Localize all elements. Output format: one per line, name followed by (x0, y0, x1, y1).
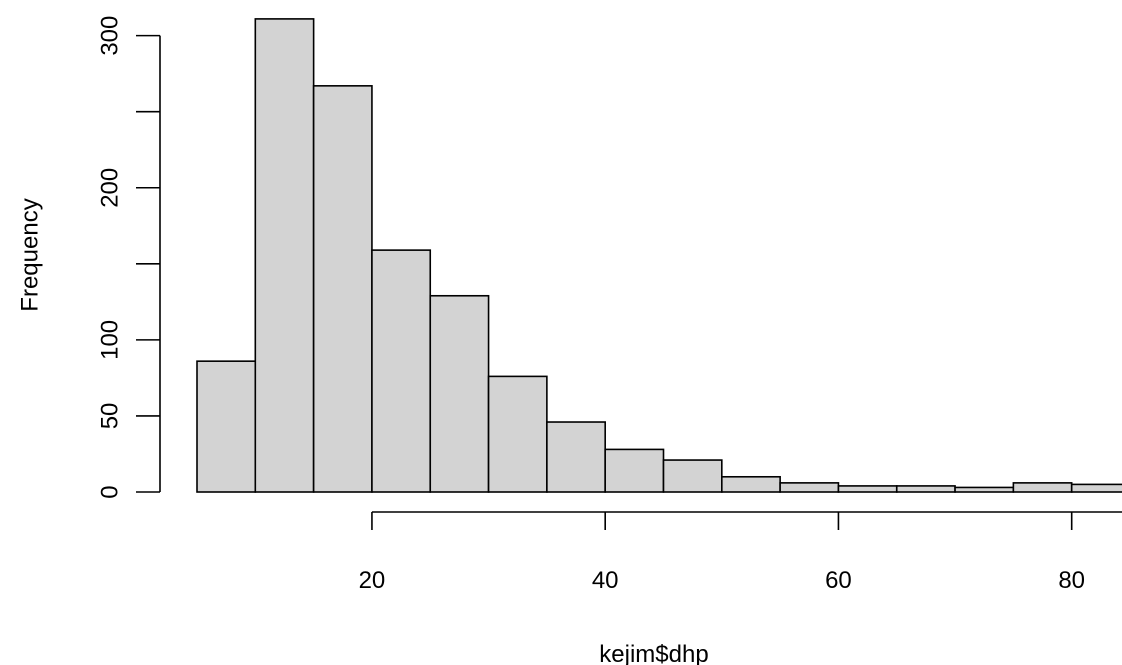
y-tick-label-50: 50 (97, 403, 124, 430)
x-tick-label-60: 60 (825, 567, 852, 594)
x-tick-label-80: 80 (1058, 567, 1085, 594)
histogram-bar-8 (662, 459, 723, 493)
y-tick-label-200: 200 (97, 168, 124, 208)
bars-group (196, 18, 1122, 493)
histogram-bar-14 (1012, 482, 1073, 493)
histogram-bar-1 (254, 18, 315, 493)
histogram-bar-0 (196, 360, 257, 493)
x-axis-title: kejim$dhp (599, 641, 708, 665)
x-axis: 20 40 60 80 (359, 511, 1122, 594)
y-axis-title: Frequency (17, 198, 44, 311)
histogram-bar-12 (895, 485, 956, 493)
histogram-bar-5 (487, 375, 548, 493)
y-tick-label-300: 300 (97, 16, 124, 56)
histogram-bar-2 (312, 85, 373, 493)
histogram-bar-7 (604, 448, 665, 493)
y-axis: 0 50 100 200 300 (97, 16, 161, 499)
histogram-bar-13 (954, 486, 1015, 493)
x-tick-label-40: 40 (592, 567, 619, 594)
y-tick-label-100: 100 (97, 320, 124, 360)
histogram-bar-9 (721, 475, 781, 493)
histogram-bar-4 (429, 294, 490, 493)
x-tick-label-20: 20 (359, 567, 386, 594)
histogram-bar-6 (546, 421, 606, 493)
y-tick-label-0: 0 (97, 485, 124, 498)
histogram-bar-3 (371, 249, 432, 493)
histogram-bar-15 (1070, 483, 1122, 493)
histogram-bar-11 (837, 485, 898, 493)
histogram-bar-10 (779, 482, 840, 493)
